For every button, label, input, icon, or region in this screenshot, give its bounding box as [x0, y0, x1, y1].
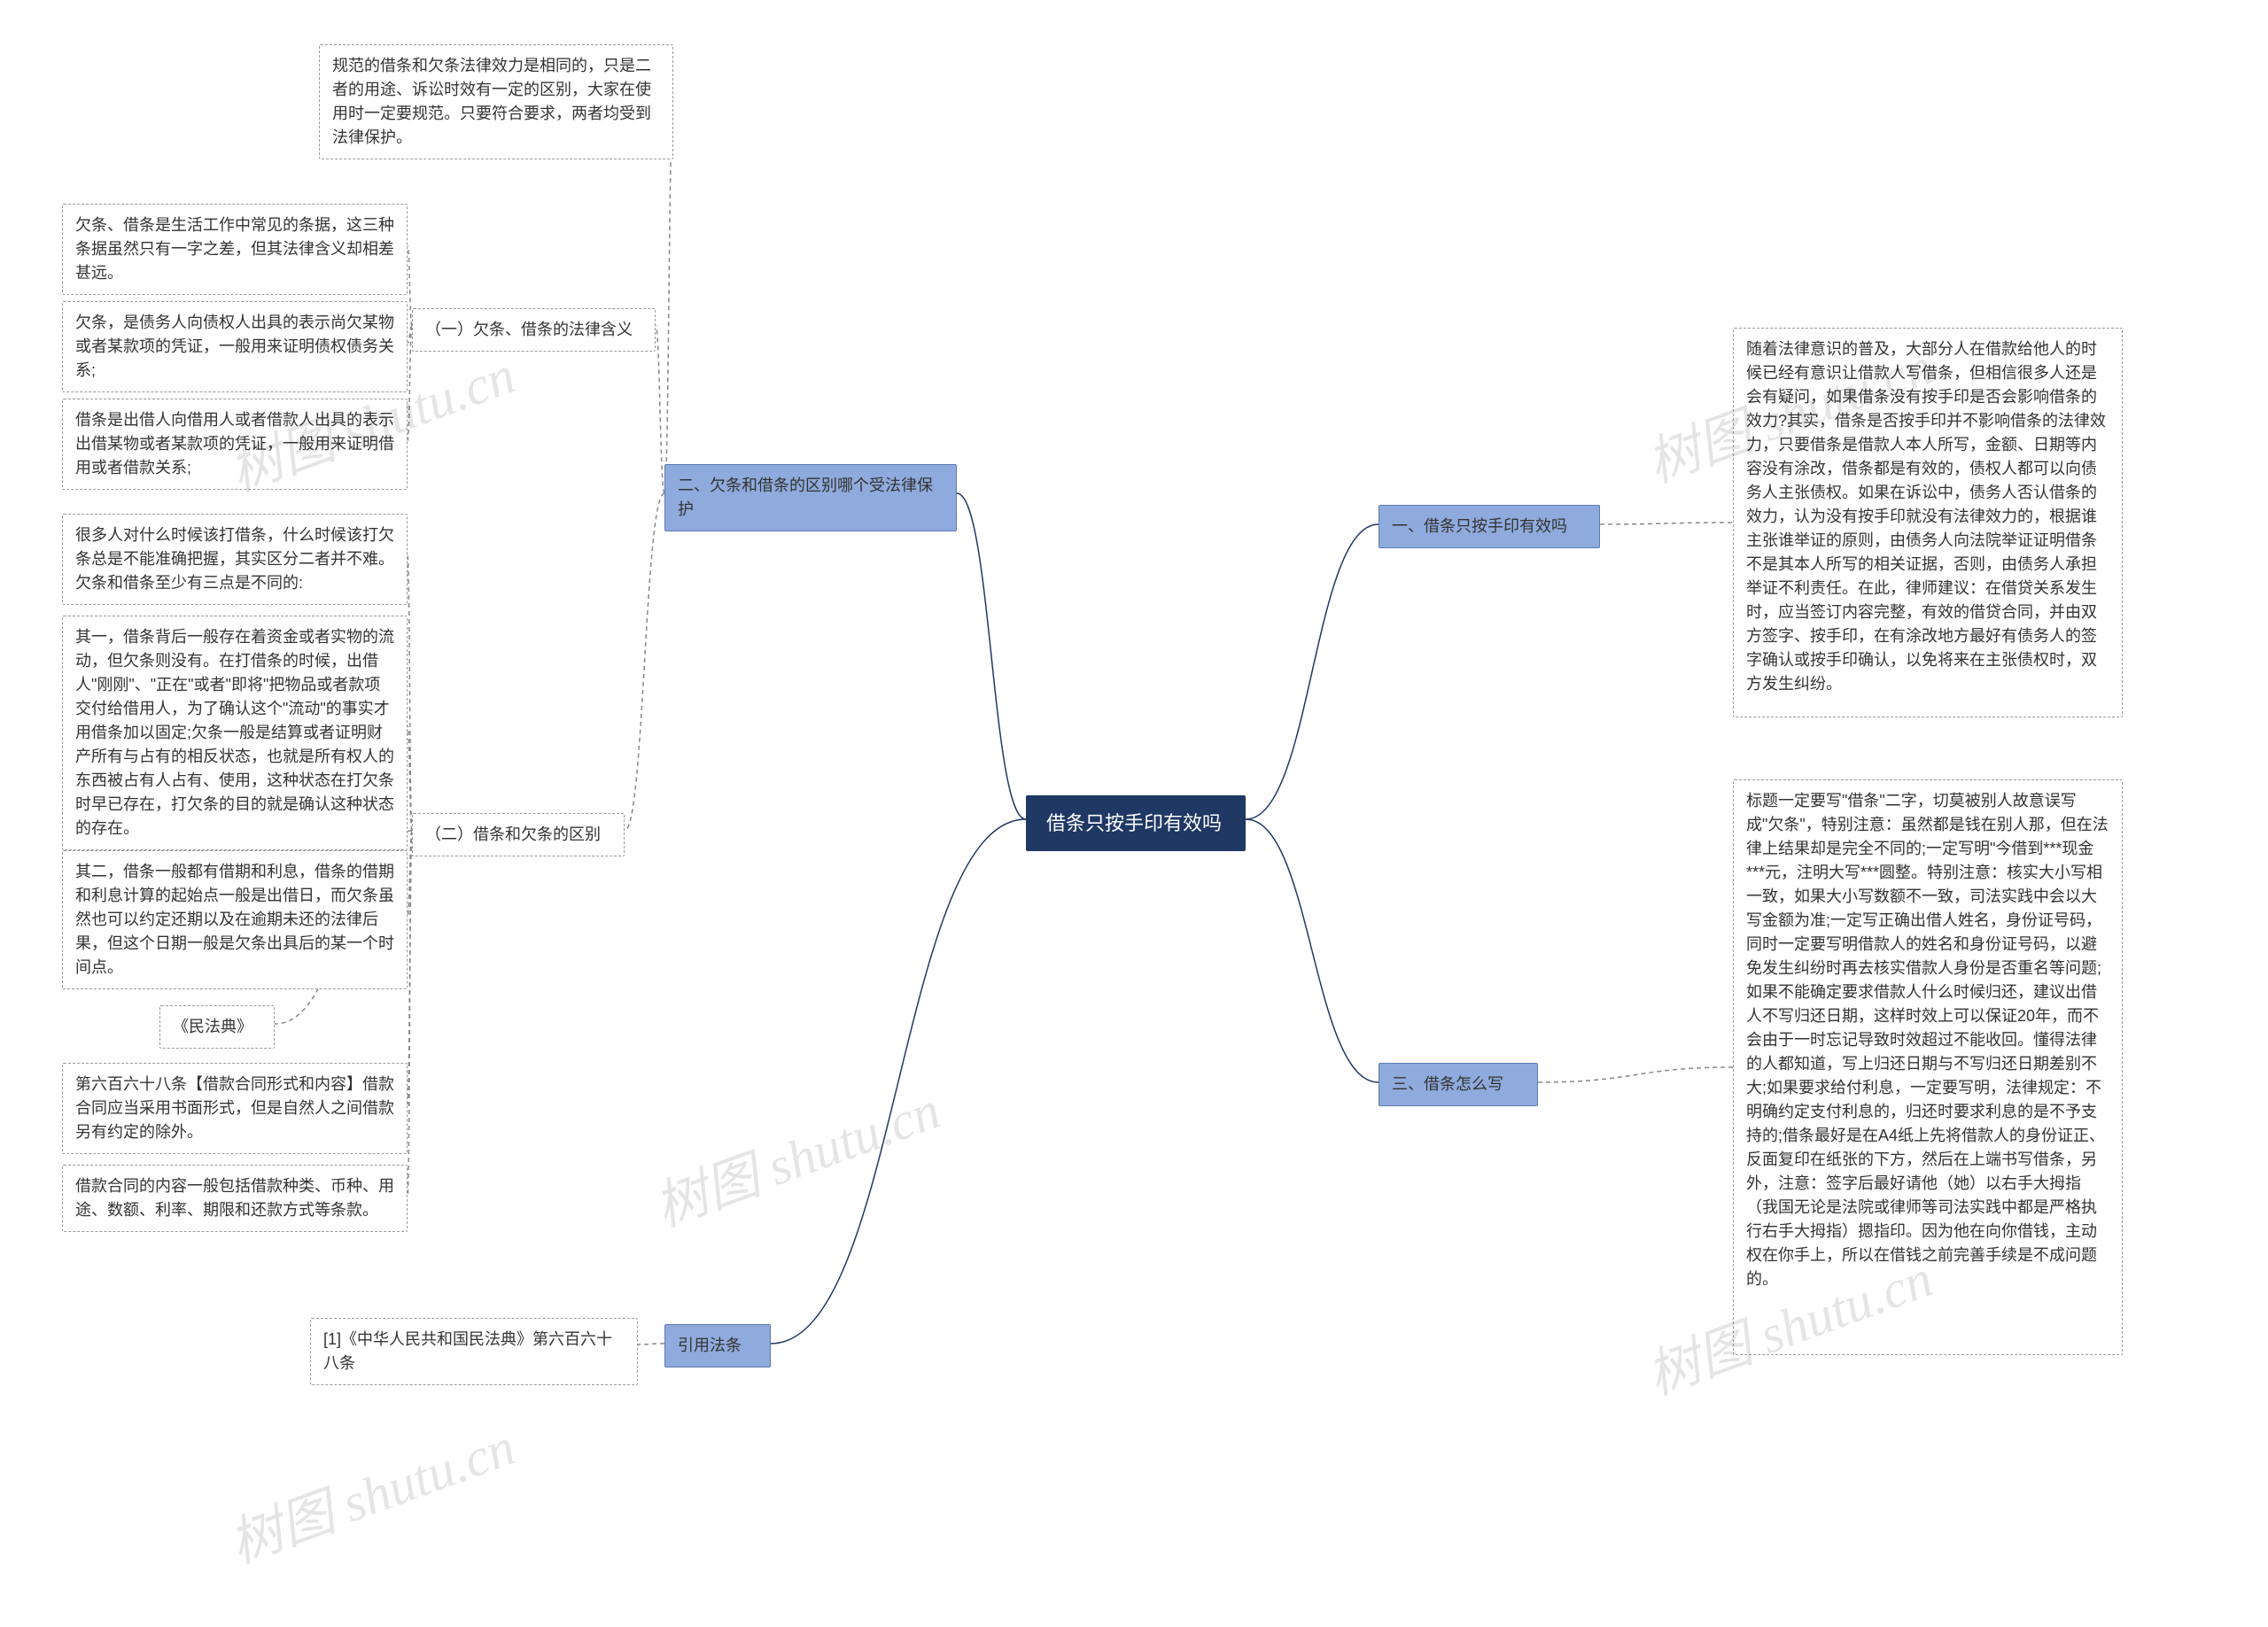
watermark: 树图 shutu.cn [642, 1067, 949, 1242]
root-node: 借条只按手印有效吗 [1026, 795, 1246, 851]
leaf-node: 借条是出借人向借用人或者借款人出具的表示出借某物或者某款项的凭证，一般用来证明借… [62, 399, 408, 490]
branch-node: 一、借条只按手印有效吗 [1379, 505, 1600, 548]
leaf-node: 第六百六十八条【借款合同形式和内容】借款合同应当采用书面形式，但是自然人之间借款… [62, 1063, 408, 1154]
watermark: 树图 shutu.cn [217, 1404, 524, 1578]
leaf-node: 很多人对什么时候该打借条，什么时候该打欠条总是不能准确把握，其实区分二者并不难。… [62, 514, 408, 605]
branch-node: 引用法条 [664, 1324, 771, 1367]
leaf-node: 规范的借条和欠条法律效力是相同的，只是二者的用途、诉讼时效有一定的区别，大家在使… [319, 44, 673, 159]
leaf-node: 欠条，是债务人向债权人出具的表示尚欠某物或者某款项的凭证，一般用来证明债权债务关… [62, 301, 408, 392]
sub-branch-node: （一）欠条、借条的法律含义 [412, 308, 656, 352]
leaf-node: [1]《中华人民共和国民法典》第六百六十八条 [310, 1318, 638, 1385]
leaf-node: 其二，借条一般都有借期和利息，借条的借期和利息计算的起始点一般是出借日，而欠条虽… [62, 850, 408, 989]
leaf-node: 标题一定要写"借条"二字，切莫被别人故意误写成"欠条"，特别注意：虽然都是钱在别… [1733, 779, 2123, 1355]
branch-node: 三、借条怎么写 [1379, 1063, 1538, 1106]
leaf-node: 其一，借条背后一般存在着资金或者实物的流动，但欠条则没有。在打借条的时候，出借人… [62, 616, 408, 850]
leaf-node: 《民法典》 [159, 1005, 275, 1049]
leaf-node: 欠条、借条是生活工作中常见的条据，这三种条据虽然只有一字之差，但其法律含义却相差… [62, 204, 408, 295]
mindmap-canvas: 借条只按手印有效吗 一、借条只按手印有效吗 随着法律意识的普及，大部分人在借款给他… [0, 0, 2268, 1627]
root-label: 借条只按手印有效吗 [1046, 812, 1222, 834]
leaf-node: 随着法律意识的普及，大部分人在借款给他人的时候已经有意识让借款人写借条，但相信很… [1733, 328, 2123, 717]
branch-node: 二、欠条和借条的区别哪个受法律保护 [664, 464, 957, 531]
leaf-node: 借款合同的内容一般包括借款种类、币种、用途、数额、利率、期限和还款方式等条款。 [62, 1165, 408, 1232]
sub-branch-node: （二）借条和欠条的区别 [412, 813, 625, 856]
